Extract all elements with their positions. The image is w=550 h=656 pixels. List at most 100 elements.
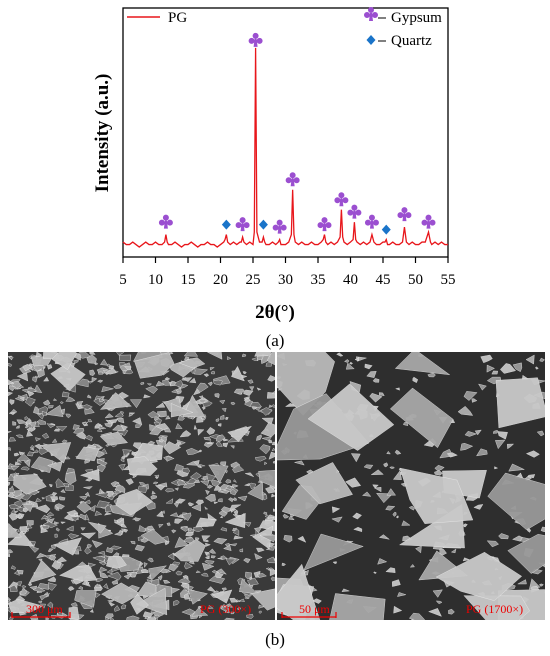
crystal bbox=[99, 571, 109, 579]
crystal bbox=[174, 487, 179, 491]
crystal bbox=[217, 498, 223, 503]
scale-bar bbox=[11, 612, 337, 618]
crystal bbox=[205, 542, 211, 547]
crystal bbox=[35, 497, 42, 503]
crystal bbox=[220, 527, 227, 532]
crystal bbox=[24, 423, 28, 429]
legend-label: Gypsum bbox=[391, 10, 442, 26]
crystal bbox=[208, 464, 229, 484]
crystal bbox=[8, 523, 22, 538]
crystal bbox=[345, 477, 362, 488]
crystal bbox=[273, 508, 275, 512]
crystal bbox=[271, 404, 275, 408]
crystal bbox=[171, 561, 181, 566]
crystal bbox=[169, 512, 179, 517]
crystal bbox=[256, 547, 265, 553]
x-tick-label: 15 bbox=[181, 272, 196, 288]
crystal bbox=[21, 387, 37, 394]
crystal bbox=[486, 364, 495, 373]
crystal bbox=[539, 357, 545, 362]
crystal bbox=[491, 370, 499, 375]
crystal bbox=[140, 568, 149, 573]
crystal bbox=[220, 461, 227, 466]
crystal bbox=[393, 605, 403, 614]
crystal bbox=[244, 571, 252, 580]
crystal bbox=[80, 527, 86, 531]
crystal bbox=[254, 352, 272, 357]
crystal bbox=[8, 363, 13, 367]
crystal bbox=[9, 616, 14, 620]
crystal bbox=[224, 617, 236, 620]
gypsum-marker bbox=[421, 214, 436, 229]
crystal bbox=[259, 444, 271, 455]
crystal bbox=[28, 559, 57, 584]
crystal bbox=[135, 424, 142, 428]
crystal bbox=[48, 484, 53, 488]
crystal bbox=[303, 533, 364, 571]
crystal bbox=[137, 536, 145, 541]
crystal bbox=[61, 391, 70, 398]
crystal bbox=[36, 369, 45, 378]
x-tick-label: 55 bbox=[441, 272, 456, 288]
crystal bbox=[199, 480, 210, 487]
crystal bbox=[225, 479, 232, 484]
crystal bbox=[175, 387, 182, 393]
crystal bbox=[80, 532, 97, 539]
crystal bbox=[494, 466, 499, 470]
crystal bbox=[258, 470, 275, 488]
crystal bbox=[57, 612, 64, 616]
crystal bbox=[448, 608, 455, 615]
x-tick-label: 25 bbox=[246, 272, 261, 288]
crystal bbox=[174, 536, 189, 548]
crystal bbox=[60, 521, 67, 524]
crystal bbox=[87, 521, 107, 534]
crystal bbox=[180, 526, 191, 532]
crystal bbox=[92, 555, 106, 562]
data-line bbox=[122, 47, 448, 248]
crystal bbox=[517, 579, 527, 585]
crystal bbox=[201, 406, 206, 411]
crystal bbox=[177, 414, 185, 421]
crystal bbox=[138, 525, 146, 533]
crystal bbox=[104, 367, 117, 375]
crystal bbox=[260, 422, 275, 438]
quartz-marker bbox=[366, 35, 376, 45]
crystal bbox=[473, 504, 484, 510]
crystal bbox=[137, 485, 148, 494]
crystal bbox=[439, 548, 447, 556]
crystal bbox=[163, 441, 182, 455]
crystal bbox=[354, 357, 360, 362]
crystal bbox=[25, 500, 31, 505]
crystal bbox=[126, 456, 158, 476]
crystal bbox=[247, 379, 254, 384]
crystal bbox=[59, 564, 98, 582]
crystal bbox=[46, 601, 54, 609]
crystal bbox=[168, 563, 179, 572]
crystal bbox=[109, 617, 115, 620]
crystal bbox=[264, 514, 270, 518]
crystal bbox=[277, 563, 321, 620]
crystal bbox=[13, 570, 20, 576]
crystal bbox=[18, 451, 26, 456]
crystal bbox=[8, 481, 11, 486]
crystal bbox=[233, 388, 245, 395]
crystal bbox=[220, 555, 228, 561]
crystal bbox=[271, 391, 275, 395]
quartz-marker bbox=[221, 219, 231, 230]
crystal bbox=[229, 597, 239, 603]
crystal bbox=[213, 537, 228, 545]
crystal bbox=[88, 504, 96, 512]
crystal bbox=[154, 418, 162, 424]
crystal bbox=[10, 465, 20, 471]
crystal bbox=[271, 441, 275, 446]
crystal bbox=[55, 527, 60, 532]
crystal bbox=[395, 515, 399, 519]
crystal bbox=[259, 534, 275, 543]
crystal bbox=[409, 564, 415, 568]
crystal bbox=[89, 352, 96, 355]
crystal bbox=[59, 401, 64, 405]
crystal bbox=[147, 525, 156, 531]
crystal bbox=[206, 352, 223, 360]
crystal bbox=[70, 602, 78, 608]
crystal bbox=[106, 555, 127, 569]
